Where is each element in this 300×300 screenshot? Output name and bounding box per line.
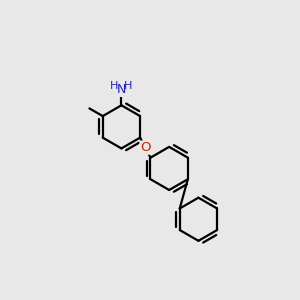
Text: O: O [140,141,151,154]
Text: N: N [117,83,126,96]
Text: H: H [110,81,119,91]
Text: H: H [124,81,133,91]
